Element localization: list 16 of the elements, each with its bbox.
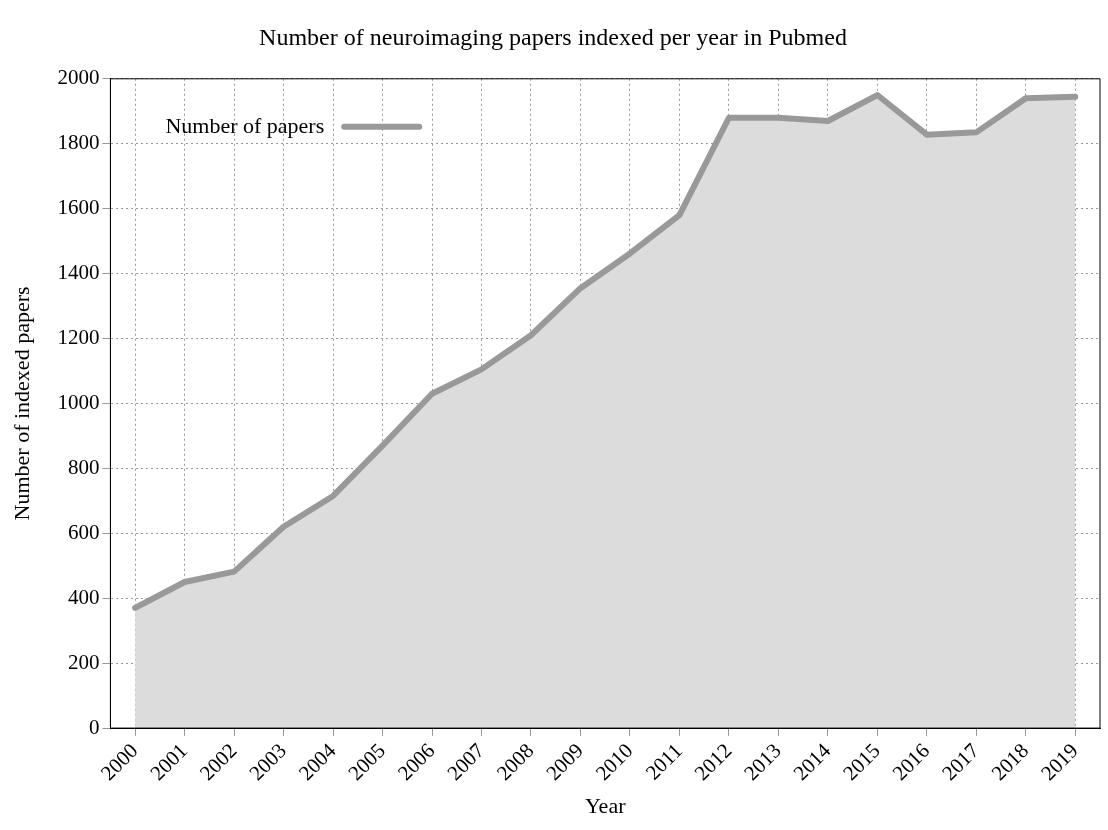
- y-tick-label: 600: [67, 519, 100, 544]
- y-axis-title: Number of indexed papers: [8, 286, 34, 521]
- y-tick-label: 1400: [57, 260, 100, 285]
- y-tick-label: 1200: [57, 325, 100, 350]
- x-tick-label: 2011: [640, 738, 687, 785]
- y-tick-label: 200: [67, 649, 100, 674]
- x-axis-title: Year: [584, 792, 627, 818]
- y-tick-label: 800: [67, 454, 100, 479]
- y-tick-label: 1800: [57, 130, 100, 155]
- chart-title: Number of neuroimaging papers indexed per year in Pubmed: [259, 23, 847, 50]
- y-tick-label: 1600: [57, 195, 100, 220]
- y-tick-label: 1000: [57, 389, 100, 414]
- legend-label: Number of papers: [165, 112, 325, 138]
- y-tick-label: 0: [88, 714, 100, 739]
- y-tick-label: 400: [67, 584, 100, 609]
- y-tick-label: 2000: [57, 65, 100, 90]
